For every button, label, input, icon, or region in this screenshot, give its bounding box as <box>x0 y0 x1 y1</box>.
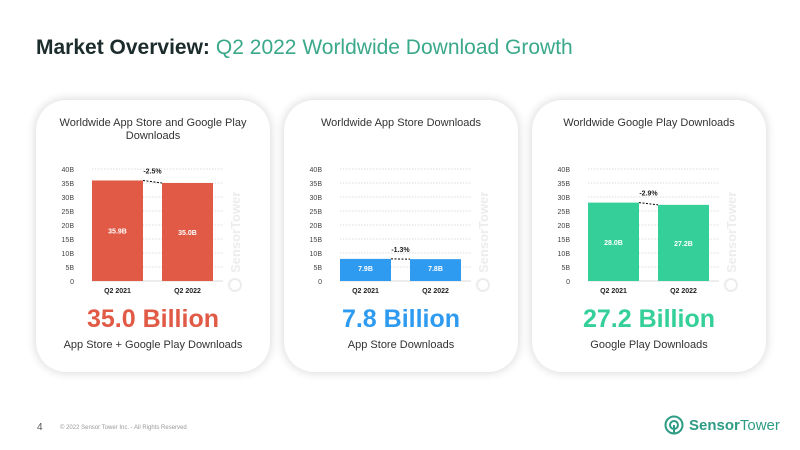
y-tick-label: 15B <box>558 237 571 244</box>
y-tick-label: 35B <box>62 181 75 188</box>
y-tick-label: 15B <box>310 237 323 244</box>
chart-card-app-store: Worldwide App Store Downloads 0 5B 10B 15B 2… <box>284 100 518 372</box>
y-tick-label: 10B <box>62 251 75 258</box>
bar <box>92 180 143 281</box>
y-tick-label: 25B <box>558 209 571 216</box>
card-title: Worldwide App Store Downloads <box>321 117 481 129</box>
y-tick-label: 25B <box>62 209 75 216</box>
card-subtitle: App Store Downloads <box>347 339 455 351</box>
y-tick-label: 0 <box>318 279 322 286</box>
sensor-tower-watermark: SensorTower <box>724 192 739 273</box>
sensor-tower-watermark: SensorTower <box>476 192 491 273</box>
bar <box>340 258 391 281</box>
change-connector <box>638 202 659 206</box>
data-label: 35.0B <box>178 230 197 237</box>
y-tick-label: 30B <box>558 195 571 202</box>
card-total: 35.0 Billion <box>87 305 219 333</box>
chart-card-combined: Worldwide App Store and Google Play Down… <box>36 100 270 372</box>
y-tick-label: 5B <box>65 265 74 272</box>
x-tick-label: Q2 2022 <box>174 288 201 295</box>
x-tick-label: Q2 2021 <box>600 288 627 295</box>
y-tick-label: 0 <box>70 279 74 286</box>
change-label: -2.9% <box>639 191 658 198</box>
watermark-icon <box>228 278 242 292</box>
y-tick-label: 40B <box>558 167 571 174</box>
change-label: -1.3% <box>391 247 410 254</box>
y-tick-label: 40B <box>62 167 75 174</box>
bar <box>410 259 461 281</box>
y-tick-label: 30B <box>310 195 323 202</box>
bar-chart-google-play: 0 5B 10B 15B 20B 25B 30B 35B 40B SensorTower 28.0B… <box>558 167 739 295</box>
data-label: 28.0B <box>604 240 623 247</box>
page-title-subtitle: Q2 2022 Worldwide Download Growth <box>215 36 573 59</box>
y-tick-label: 15B <box>62 237 75 244</box>
y-tick-label: 35B <box>310 181 323 188</box>
chart-card-google-play: Worldwide Google Play Downloads 0 5B 10B 15… <box>532 100 766 372</box>
y-tick-label: 20B <box>310 223 323 230</box>
page-number: 4 <box>37 422 43 433</box>
y-tick-label: 35B <box>558 181 571 188</box>
data-label: 7.9B <box>358 266 373 273</box>
y-tick-label: 30B <box>62 195 75 202</box>
card-title: Worldwide Google Play Downloads <box>563 117 735 129</box>
x-tick-label: Q2 2021 <box>352 288 379 295</box>
y-tick-label: 20B <box>558 223 571 230</box>
card-total: 27.2 Billion <box>583 305 715 333</box>
x-tick-label: Q2 2021 <box>104 288 131 295</box>
y-tick-label: 5B <box>561 265 570 272</box>
change-label: -2.5% <box>143 168 162 175</box>
data-label: 27.2B <box>674 241 693 248</box>
page-title-bold: Market Overview: <box>36 36 210 59</box>
page-title: Market Overview: Q2 2022 Worldwide Downlo… <box>36 36 573 60</box>
sensor-tower-logo-icon <box>664 415 684 435</box>
y-tick-label: 20B <box>62 223 75 230</box>
y-tick-label: 10B <box>310 251 323 258</box>
y-tick-label: 0 <box>566 279 570 286</box>
card-title: Worldwide App Store and Google Play Down… <box>59 117 247 142</box>
logo-text-light: Tower <box>739 416 780 434</box>
logo-text-bold: Sensor <box>689 416 740 434</box>
card-total: 7.8 Billion <box>341 305 461 333</box>
bar-chart-app-store: 0 5B 10B 15B 20B 25B 30B 35B 40B SensorTower 7.9B Q… <box>310 167 491 295</box>
y-tick-label: 40B <box>310 167 323 174</box>
bar <box>658 204 709 281</box>
bar <box>162 183 213 281</box>
data-label: 35.9B <box>108 229 127 236</box>
x-tick-label: Q2 2022 <box>670 288 697 295</box>
change-connector <box>142 179 163 184</box>
watermark-icon <box>476 278 490 292</box>
bar-chart-combined: 0 5B 10B 15B 20B 25B 30B 35B 40B SensorTower 35.9B… <box>62 167 243 295</box>
sensor-tower-logo: SensorTower <box>664 415 780 435</box>
y-tick-label: 25B <box>310 209 323 216</box>
x-tick-label: Q2 2022 <box>422 288 449 295</box>
y-tick-label: 5B <box>313 265 322 272</box>
watermark-icon <box>724 278 738 292</box>
bar <box>588 202 639 281</box>
data-label: 7.8B <box>428 266 443 273</box>
card-subtitle: App Store + Google Play Downloads <box>63 339 243 351</box>
sensor-tower-watermark: SensorTower <box>228 192 243 273</box>
copyright-text: © 2022 Sensor Tower Inc. - All Rights Re… <box>60 425 187 431</box>
card-subtitle: Google Play Downloads <box>590 339 708 351</box>
y-tick-label: 10B <box>558 251 571 258</box>
